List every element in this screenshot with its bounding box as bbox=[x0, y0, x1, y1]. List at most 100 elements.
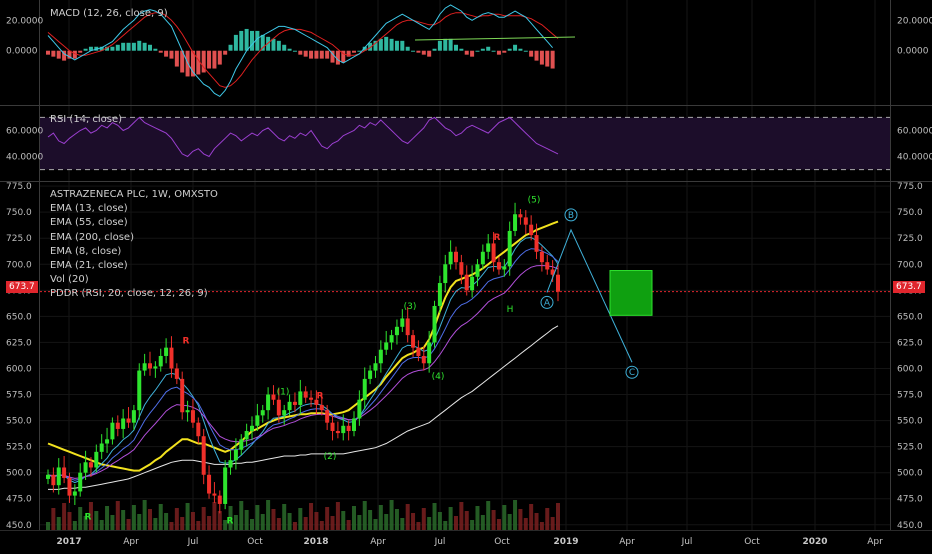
macd-histogram-bar bbox=[271, 38, 276, 51]
macd-tick-left: 20.0000 bbox=[6, 16, 43, 26]
candle-body bbox=[346, 425, 351, 432]
candle-body bbox=[158, 355, 163, 367]
volume-bar bbox=[352, 506, 356, 530]
volume-bar bbox=[368, 510, 373, 530]
macd-histogram-bar bbox=[137, 40, 142, 51]
candle-body bbox=[56, 467, 61, 486]
price-tick-left: 575.0 bbox=[6, 391, 32, 401]
time-tick: 2019 bbox=[553, 537, 578, 547]
projection-label: B bbox=[568, 211, 574, 221]
macd-histogram-bar bbox=[250, 30, 254, 51]
candle-body bbox=[427, 342, 432, 364]
volume-bar bbox=[529, 504, 534, 530]
volume-bar bbox=[94, 511, 99, 530]
macd-histogram-bar bbox=[78, 50, 83, 53]
candle-body bbox=[352, 418, 356, 432]
volume-bar bbox=[250, 519, 254, 530]
macd-tick-right: 0.0000 bbox=[897, 47, 929, 57]
macd-histogram-bar bbox=[244, 28, 249, 51]
volume-bar bbox=[475, 506, 480, 530]
candle-body bbox=[266, 394, 271, 411]
macd-histogram-bar bbox=[298, 50, 303, 55]
candle-body bbox=[556, 274, 560, 292]
candle-body bbox=[180, 378, 185, 413]
price-tick-left: 700.0 bbox=[6, 260, 32, 270]
macd-histogram-bar bbox=[427, 50, 432, 57]
candle-body bbox=[368, 370, 373, 379]
volume-bar bbox=[148, 509, 152, 530]
macd-line bbox=[47, 4, 553, 98]
volume-bar bbox=[330, 516, 335, 530]
macd-histogram-bar bbox=[180, 50, 185, 73]
macd-histogram-bar bbox=[190, 50, 195, 77]
candle-body bbox=[115, 422, 120, 429]
candle-body bbox=[62, 467, 67, 478]
volume-bar bbox=[164, 513, 169, 530]
candle-body bbox=[394, 326, 399, 336]
rsi-band-fill bbox=[40, 117, 890, 170]
candle-body bbox=[271, 394, 276, 400]
macd-histogram-bar bbox=[545, 50, 550, 67]
volume-bar bbox=[121, 510, 126, 530]
macd-histogram-bar bbox=[169, 50, 174, 59]
candle-body bbox=[126, 418, 131, 423]
volume-bar bbox=[287, 513, 292, 530]
candle-body bbox=[164, 347, 169, 356]
macd-histogram-bar bbox=[212, 50, 217, 69]
time-tick: Oct bbox=[247, 537, 263, 547]
volume-bar bbox=[72, 521, 77, 530]
macd-histogram-bar bbox=[459, 48, 464, 51]
candle-body bbox=[228, 460, 233, 468]
candle-body bbox=[244, 431, 249, 440]
macd-histogram-bar bbox=[56, 50, 61, 59]
ema-55-line bbox=[47, 220, 559, 472]
volume-bar bbox=[260, 514, 265, 530]
macd-histogram-bar bbox=[421, 50, 426, 55]
volume-bar bbox=[513, 500, 518, 530]
macd-histogram-bar bbox=[470, 50, 475, 57]
price-tick-left: 625.0 bbox=[6, 338, 32, 348]
volume-bar bbox=[78, 507, 83, 530]
candle-body bbox=[437, 283, 442, 306]
macd-histogram-bar bbox=[523, 50, 528, 52]
macd-histogram-bar bbox=[513, 44, 518, 51]
macd-histogram-bar bbox=[491, 50, 496, 52]
volume-bar bbox=[51, 508, 56, 530]
candle-body bbox=[529, 224, 534, 236]
candle-body bbox=[545, 262, 550, 270]
price-tick-right: 625.0 bbox=[897, 338, 923, 348]
time-tick: Jul bbox=[434, 537, 446, 547]
candle-body bbox=[223, 467, 228, 504]
volume-bar bbox=[454, 516, 458, 530]
macd-histogram-bar bbox=[416, 50, 421, 53]
time-tick: Oct bbox=[744, 537, 760, 547]
candle-body bbox=[513, 214, 518, 231]
candle-body bbox=[486, 243, 491, 252]
volume-bar bbox=[362, 501, 367, 530]
macd-signal-line bbox=[47, 12, 559, 88]
volume-bar bbox=[507, 514, 512, 530]
price-tick-right: 575.0 bbox=[897, 391, 923, 401]
candle-body bbox=[153, 366, 158, 369]
macd-histogram-bar bbox=[287, 48, 292, 51]
volume-bar bbox=[373, 519, 378, 530]
wave-label: (2) bbox=[324, 452, 337, 462]
wave-label: R bbox=[183, 336, 190, 346]
macd-histogram-bar bbox=[115, 44, 120, 51]
macd-histogram-bar bbox=[368, 42, 373, 51]
volume-bar bbox=[142, 500, 147, 530]
candle-body bbox=[400, 318, 405, 327]
time-tick: Jul bbox=[187, 537, 199, 547]
candle-body bbox=[137, 370, 142, 411]
volume-bar bbox=[46, 522, 50, 530]
volume-bar bbox=[502, 505, 507, 530]
price-tick-left: 725.0 bbox=[6, 234, 32, 244]
macd-histogram-bar bbox=[99, 46, 104, 51]
candle-body bbox=[539, 251, 544, 263]
macd-histogram-bar bbox=[496, 50, 501, 55]
price-tick-right: 550.0 bbox=[897, 417, 923, 427]
candle-body bbox=[282, 410, 287, 416]
time-tick: Apr bbox=[867, 537, 883, 547]
